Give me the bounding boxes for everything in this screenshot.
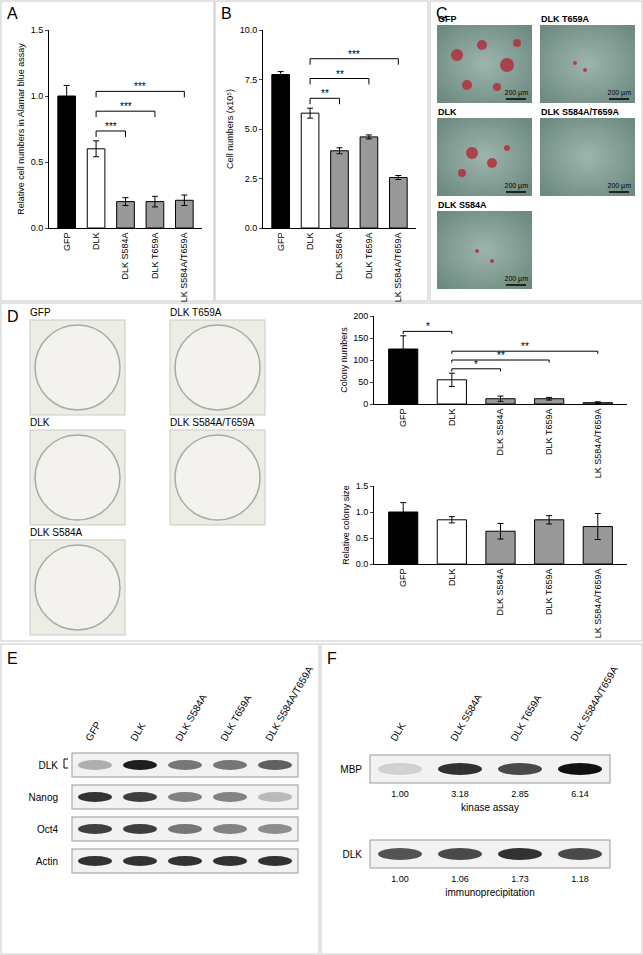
svg-text:***: *** bbox=[120, 101, 132, 112]
svg-text:1.00: 1.00 bbox=[391, 789, 409, 799]
svg-text:1.0: 1.0 bbox=[356, 507, 369, 517]
svg-text:200 µm: 200 µm bbox=[608, 182, 632, 190]
svg-text:DLK S584A/T659A: DLK S584A/T659A bbox=[179, 233, 189, 302]
svg-text:B: B bbox=[221, 5, 232, 22]
svg-text:DLK S584A/T659A: DLK S584A/T659A bbox=[593, 569, 603, 638]
svg-text:1.18: 1.18 bbox=[571, 874, 589, 884]
svg-text:DLK S584A/T659A: DLK S584A/T659A bbox=[170, 417, 255, 428]
svg-text:7.5: 7.5 bbox=[245, 75, 258, 85]
svg-text:Relative cell numbers in Alama: Relative cell numbers in Alamar blue ass… bbox=[16, 43, 26, 215]
svg-text:DLK T659A: DLK T659A bbox=[364, 233, 374, 279]
svg-text:GFP: GFP bbox=[30, 307, 51, 318]
svg-text:*: * bbox=[474, 359, 478, 370]
svg-text:DLK S584A: DLK S584A bbox=[173, 692, 209, 743]
svg-text:Nanog: Nanog bbox=[29, 792, 58, 803]
svg-text:***: *** bbox=[105, 121, 117, 132]
svg-text:Cell numbers (x10⁵): Cell numbers (x10⁵) bbox=[225, 89, 235, 169]
svg-text:GFP: GFP bbox=[83, 719, 103, 743]
svg-text:1.06: 1.06 bbox=[451, 874, 469, 884]
svg-text:10.0: 10.0 bbox=[240, 25, 258, 35]
svg-text:6.14: 6.14 bbox=[571, 789, 589, 799]
svg-text:*: * bbox=[426, 321, 430, 332]
svg-text:***: *** bbox=[348, 49, 360, 60]
svg-text:DLK S584A: DLK S584A bbox=[120, 233, 130, 280]
svg-text:E: E bbox=[7, 650, 18, 667]
svg-text:Relative colony size: Relative colony size bbox=[341, 485, 351, 565]
svg-text:MBP: MBP bbox=[340, 764, 362, 775]
svg-text:0.5: 0.5 bbox=[31, 157, 44, 167]
svg-text:kinase assay: kinase assay bbox=[461, 802, 519, 813]
svg-text:0.0: 0.0 bbox=[245, 223, 258, 233]
svg-text:150: 150 bbox=[353, 333, 368, 343]
svg-text:DLK: DLK bbox=[343, 849, 363, 860]
svg-text:**: ** bbox=[321, 88, 329, 99]
svg-text:immunoprecipitation: immunoprecipitation bbox=[445, 887, 535, 898]
svg-text:DLK T659A: DLK T659A bbox=[508, 693, 543, 743]
svg-text:**: ** bbox=[497, 350, 505, 361]
svg-text:**: ** bbox=[521, 341, 529, 352]
svg-text:1.5: 1.5 bbox=[31, 25, 44, 35]
svg-text:0.5: 0.5 bbox=[356, 533, 369, 543]
svg-text:1.5: 1.5 bbox=[356, 481, 369, 491]
svg-text:GFP: GFP bbox=[276, 233, 286, 252]
svg-text:Actin: Actin bbox=[36, 856, 58, 867]
svg-text:DLK S584A/T659A: DLK S584A/T659A bbox=[393, 233, 403, 302]
svg-text:DLK S584A: DLK S584A bbox=[495, 409, 505, 456]
svg-text:0.0: 0.0 bbox=[31, 223, 44, 233]
svg-text:DLK S584A: DLK S584A bbox=[334, 233, 344, 280]
svg-text:DLK: DLK bbox=[447, 409, 457, 427]
svg-text:DLK: DLK bbox=[30, 417, 50, 428]
svg-text:GFP: GFP bbox=[398, 409, 408, 428]
svg-text:DLK T659A: DLK T659A bbox=[544, 409, 554, 455]
svg-text:3.18: 3.18 bbox=[451, 789, 469, 799]
svg-text:Colony numbers: Colony numbers bbox=[339, 327, 349, 393]
svg-text:100: 100 bbox=[353, 355, 368, 365]
svg-text:200 µm: 200 µm bbox=[505, 182, 529, 190]
svg-text:DLK: DLK bbox=[39, 760, 59, 771]
svg-text:DLK S584A/T659A: DLK S584A/T659A bbox=[593, 409, 603, 478]
svg-text:GFP: GFP bbox=[438, 14, 457, 24]
svg-text:D: D bbox=[7, 308, 19, 325]
svg-text:DLK T659A: DLK T659A bbox=[541, 14, 590, 24]
svg-text:DLK S584A: DLK S584A bbox=[438, 200, 487, 210]
svg-text:200: 200 bbox=[353, 311, 368, 321]
svg-text:DLK: DLK bbox=[388, 720, 407, 743]
svg-text:F: F bbox=[327, 650, 337, 667]
svg-text:DLK T659A: DLK T659A bbox=[544, 569, 554, 615]
svg-text:***: *** bbox=[134, 81, 146, 92]
svg-text:0: 0 bbox=[363, 399, 368, 409]
svg-text:0.0: 0.0 bbox=[356, 559, 369, 569]
svg-text:DLK S584A: DLK S584A bbox=[495, 569, 505, 616]
svg-text:DLK: DLK bbox=[447, 569, 457, 587]
svg-text:DLK T659A: DLK T659A bbox=[170, 307, 222, 318]
svg-text:DLK T659A: DLK T659A bbox=[218, 693, 253, 743]
svg-text:5.0: 5.0 bbox=[245, 124, 258, 134]
svg-text:**: ** bbox=[336, 69, 344, 80]
svg-text:1.0: 1.0 bbox=[31, 91, 44, 101]
svg-text:50: 50 bbox=[358, 377, 368, 387]
svg-text:200 µm: 200 µm bbox=[505, 89, 529, 97]
svg-text:DLK: DLK bbox=[438, 107, 457, 117]
svg-text:DLK: DLK bbox=[305, 233, 315, 251]
svg-text:DLK S584A: DLK S584A bbox=[448, 692, 484, 743]
svg-text:200 µm: 200 µm bbox=[505, 275, 529, 283]
svg-text:200 µm: 200 µm bbox=[608, 89, 632, 97]
svg-text:DLK: DLK bbox=[91, 233, 101, 251]
svg-text:A: A bbox=[7, 5, 18, 22]
svg-text:1.00: 1.00 bbox=[391, 874, 409, 884]
svg-text:1.73: 1.73 bbox=[511, 874, 529, 884]
svg-text:DLK S584A/T659A: DLK S584A/T659A bbox=[568, 664, 620, 743]
svg-text:GFP: GFP bbox=[62, 233, 72, 252]
svg-text:Oct4: Oct4 bbox=[37, 824, 59, 835]
svg-text:2.5: 2.5 bbox=[245, 174, 258, 184]
svg-text:2.85: 2.85 bbox=[511, 789, 529, 799]
svg-text:DLK: DLK bbox=[128, 720, 147, 743]
svg-text:DLK S584A: DLK S584A bbox=[30, 527, 83, 538]
svg-text:GFP: GFP bbox=[398, 569, 408, 588]
svg-text:DLK T659A: DLK T659A bbox=[150, 233, 160, 279]
svg-text:DLK S584A/T659A: DLK S584A/T659A bbox=[263, 664, 315, 743]
svg-text:DLK S584A/T659A: DLK S584A/T659A bbox=[541, 107, 620, 117]
